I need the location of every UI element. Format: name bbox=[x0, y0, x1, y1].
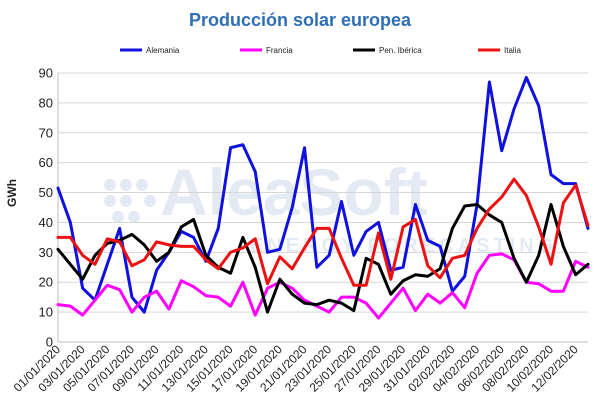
series-line-italia bbox=[56, 177, 590, 287]
series-line-pen-ib-rica bbox=[56, 203, 590, 314]
y-tick-label: 70 bbox=[39, 125, 53, 140]
legend-label-italia: Italia bbox=[504, 46, 521, 55]
y-tick-label: 40 bbox=[39, 215, 53, 230]
watermark-logo-dots bbox=[104, 179, 156, 223]
watermark-dot bbox=[144, 195, 156, 207]
watermark-tagline: ENERGY FORECASTING bbox=[250, 235, 557, 257]
chart-title: Producción solar europea bbox=[189, 10, 412, 30]
y-tick-label: 80 bbox=[39, 95, 53, 110]
y-tick-label: 0 bbox=[46, 335, 53, 350]
watermark-dot bbox=[112, 211, 124, 223]
y-tick-label: 30 bbox=[39, 245, 53, 260]
legend-label-francia: Francia bbox=[266, 46, 293, 55]
y-tick-label: 90 bbox=[39, 66, 53, 81]
axes-layer: 01/01/202003/01/202005/01/202007/01/2020… bbox=[11, 73, 588, 395]
series-layer bbox=[56, 75, 590, 320]
y-axis-title: GWh bbox=[5, 179, 19, 207]
watermark-dot bbox=[104, 179, 116, 191]
series-line-alemania bbox=[56, 75, 590, 314]
y-tick-label: 20 bbox=[39, 275, 53, 290]
watermark-dot bbox=[120, 179, 132, 191]
watermark-dot bbox=[120, 195, 132, 207]
y-tick-label: 60 bbox=[39, 155, 53, 170]
legend-label-pen-ib-rica: Pen. Ibérica bbox=[379, 46, 422, 55]
y-tick-label: 50 bbox=[39, 185, 53, 200]
legend-label-alemania: Alemania bbox=[146, 46, 180, 55]
y-tick-label: 10 bbox=[39, 305, 53, 320]
watermark-dot bbox=[104, 195, 116, 207]
series-line-francia bbox=[56, 252, 590, 320]
watermark-dot bbox=[128, 211, 140, 223]
watermark-dot bbox=[136, 179, 148, 191]
legend: Alemania Francia Pen. Ibérica Italia bbox=[120, 46, 521, 55]
watermark: AleaSoft ENERGY FORECASTING bbox=[104, 155, 557, 257]
